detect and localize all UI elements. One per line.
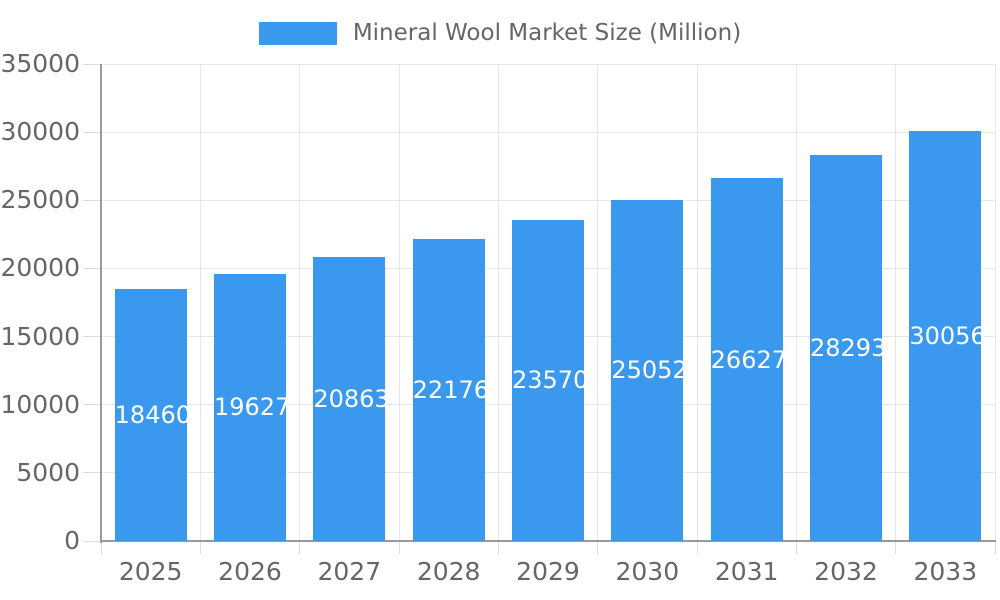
legend-item[interactable]: Mineral Wool Market Size (Million): [0, 20, 1000, 46]
x-axis-tick: [895, 541, 897, 554]
x-axis-tick: [398, 541, 400, 554]
bar-value-label: 26627: [710, 345, 788, 374]
bar-value-label: 28293: [810, 334, 887, 363]
x-axis-tick: [199, 541, 201, 554]
v-gridline: [795, 64, 797, 541]
y-axis-label: 35000: [0, 49, 80, 78]
bar[interactable]: 28293: [810, 155, 887, 541]
x-axis-label: 2027: [317, 557, 382, 586]
bar[interactable]: 20863: [313, 256, 390, 541]
x-axis-label: 2029: [516, 557, 580, 586]
x-axis-label: 2033: [913, 557, 978, 586]
v-gridline: [597, 64, 599, 541]
y-axis-label: 30000: [0, 117, 80, 147]
x-axis-tick: [994, 541, 996, 554]
y-axis-label: 5000: [16, 457, 80, 487]
h-gridline: [101, 131, 995, 133]
bar-value-label: 25052: [611, 356, 688, 385]
x-axis-tick: [100, 541, 102, 554]
y-axis-tick: [83, 472, 101, 474]
v-gridline: [398, 64, 400, 541]
y-axis-line: [100, 64, 102, 543]
x-axis-tick: [795, 541, 797, 554]
y-axis-label: 0: [64, 526, 80, 555]
x-axis-label: 2025: [118, 557, 183, 586]
v-gridline: [994, 64, 996, 541]
v-gridline: [696, 64, 698, 541]
y-axis-tick: [83, 336, 101, 338]
legend-swatch: [258, 21, 337, 45]
x-axis-tick: [299, 541, 301, 554]
x-axis-label: 2026: [218, 557, 282, 586]
x-axis-line: [100, 540, 996, 542]
bar-value-label: 20863: [313, 384, 390, 413]
bar-value-label: 22176: [412, 375, 490, 404]
h-gridline: [101, 199, 995, 201]
y-axis-label: 15000: [0, 321, 80, 351]
v-gridline: [497, 64, 499, 541]
legend-label: Mineral Wool Market Size (Million): [352, 20, 742, 46]
y-axis-tick: [83, 63, 101, 65]
y-axis-label: 20000: [0, 253, 80, 283]
bar[interactable]: 26627: [710, 178, 788, 541]
y-axis-label: 10000: [0, 389, 80, 419]
x-axis-label: 2032: [814, 557, 878, 586]
x-axis-tick: [696, 541, 698, 554]
bar[interactable]: 18460: [114, 289, 192, 541]
v-gridline: [199, 64, 201, 541]
y-axis-tick: [83, 540, 101, 542]
x-axis-tick: [497, 541, 499, 554]
bar[interactable]: 22176: [412, 238, 490, 541]
bar-value-label: 18460: [114, 401, 192, 430]
bar-value-label: 23570: [512, 366, 589, 395]
bar-value-label: 19627: [214, 393, 291, 422]
x-axis-label: 2028: [416, 557, 481, 586]
bar-value-label: 30056: [909, 322, 986, 351]
x-axis-tick: [597, 541, 599, 554]
y-axis-tick: [83, 131, 101, 133]
bar[interactable]: 23570: [512, 219, 589, 541]
x-axis-label: 2031: [714, 557, 779, 586]
v-gridline: [895, 64, 897, 541]
bar[interactable]: 25052: [611, 199, 688, 541]
bar[interactable]: 30056: [909, 131, 986, 541]
y-axis-tick: [83, 267, 101, 269]
y-axis-tick: [83, 199, 101, 201]
h-gridline: [101, 63, 995, 65]
bar[interactable]: 19627: [214, 273, 291, 541]
v-gridline: [299, 64, 301, 541]
y-axis-label: 25000: [0, 185, 80, 215]
y-axis-tick: [83, 404, 101, 406]
x-axis-label: 2030: [615, 557, 680, 586]
